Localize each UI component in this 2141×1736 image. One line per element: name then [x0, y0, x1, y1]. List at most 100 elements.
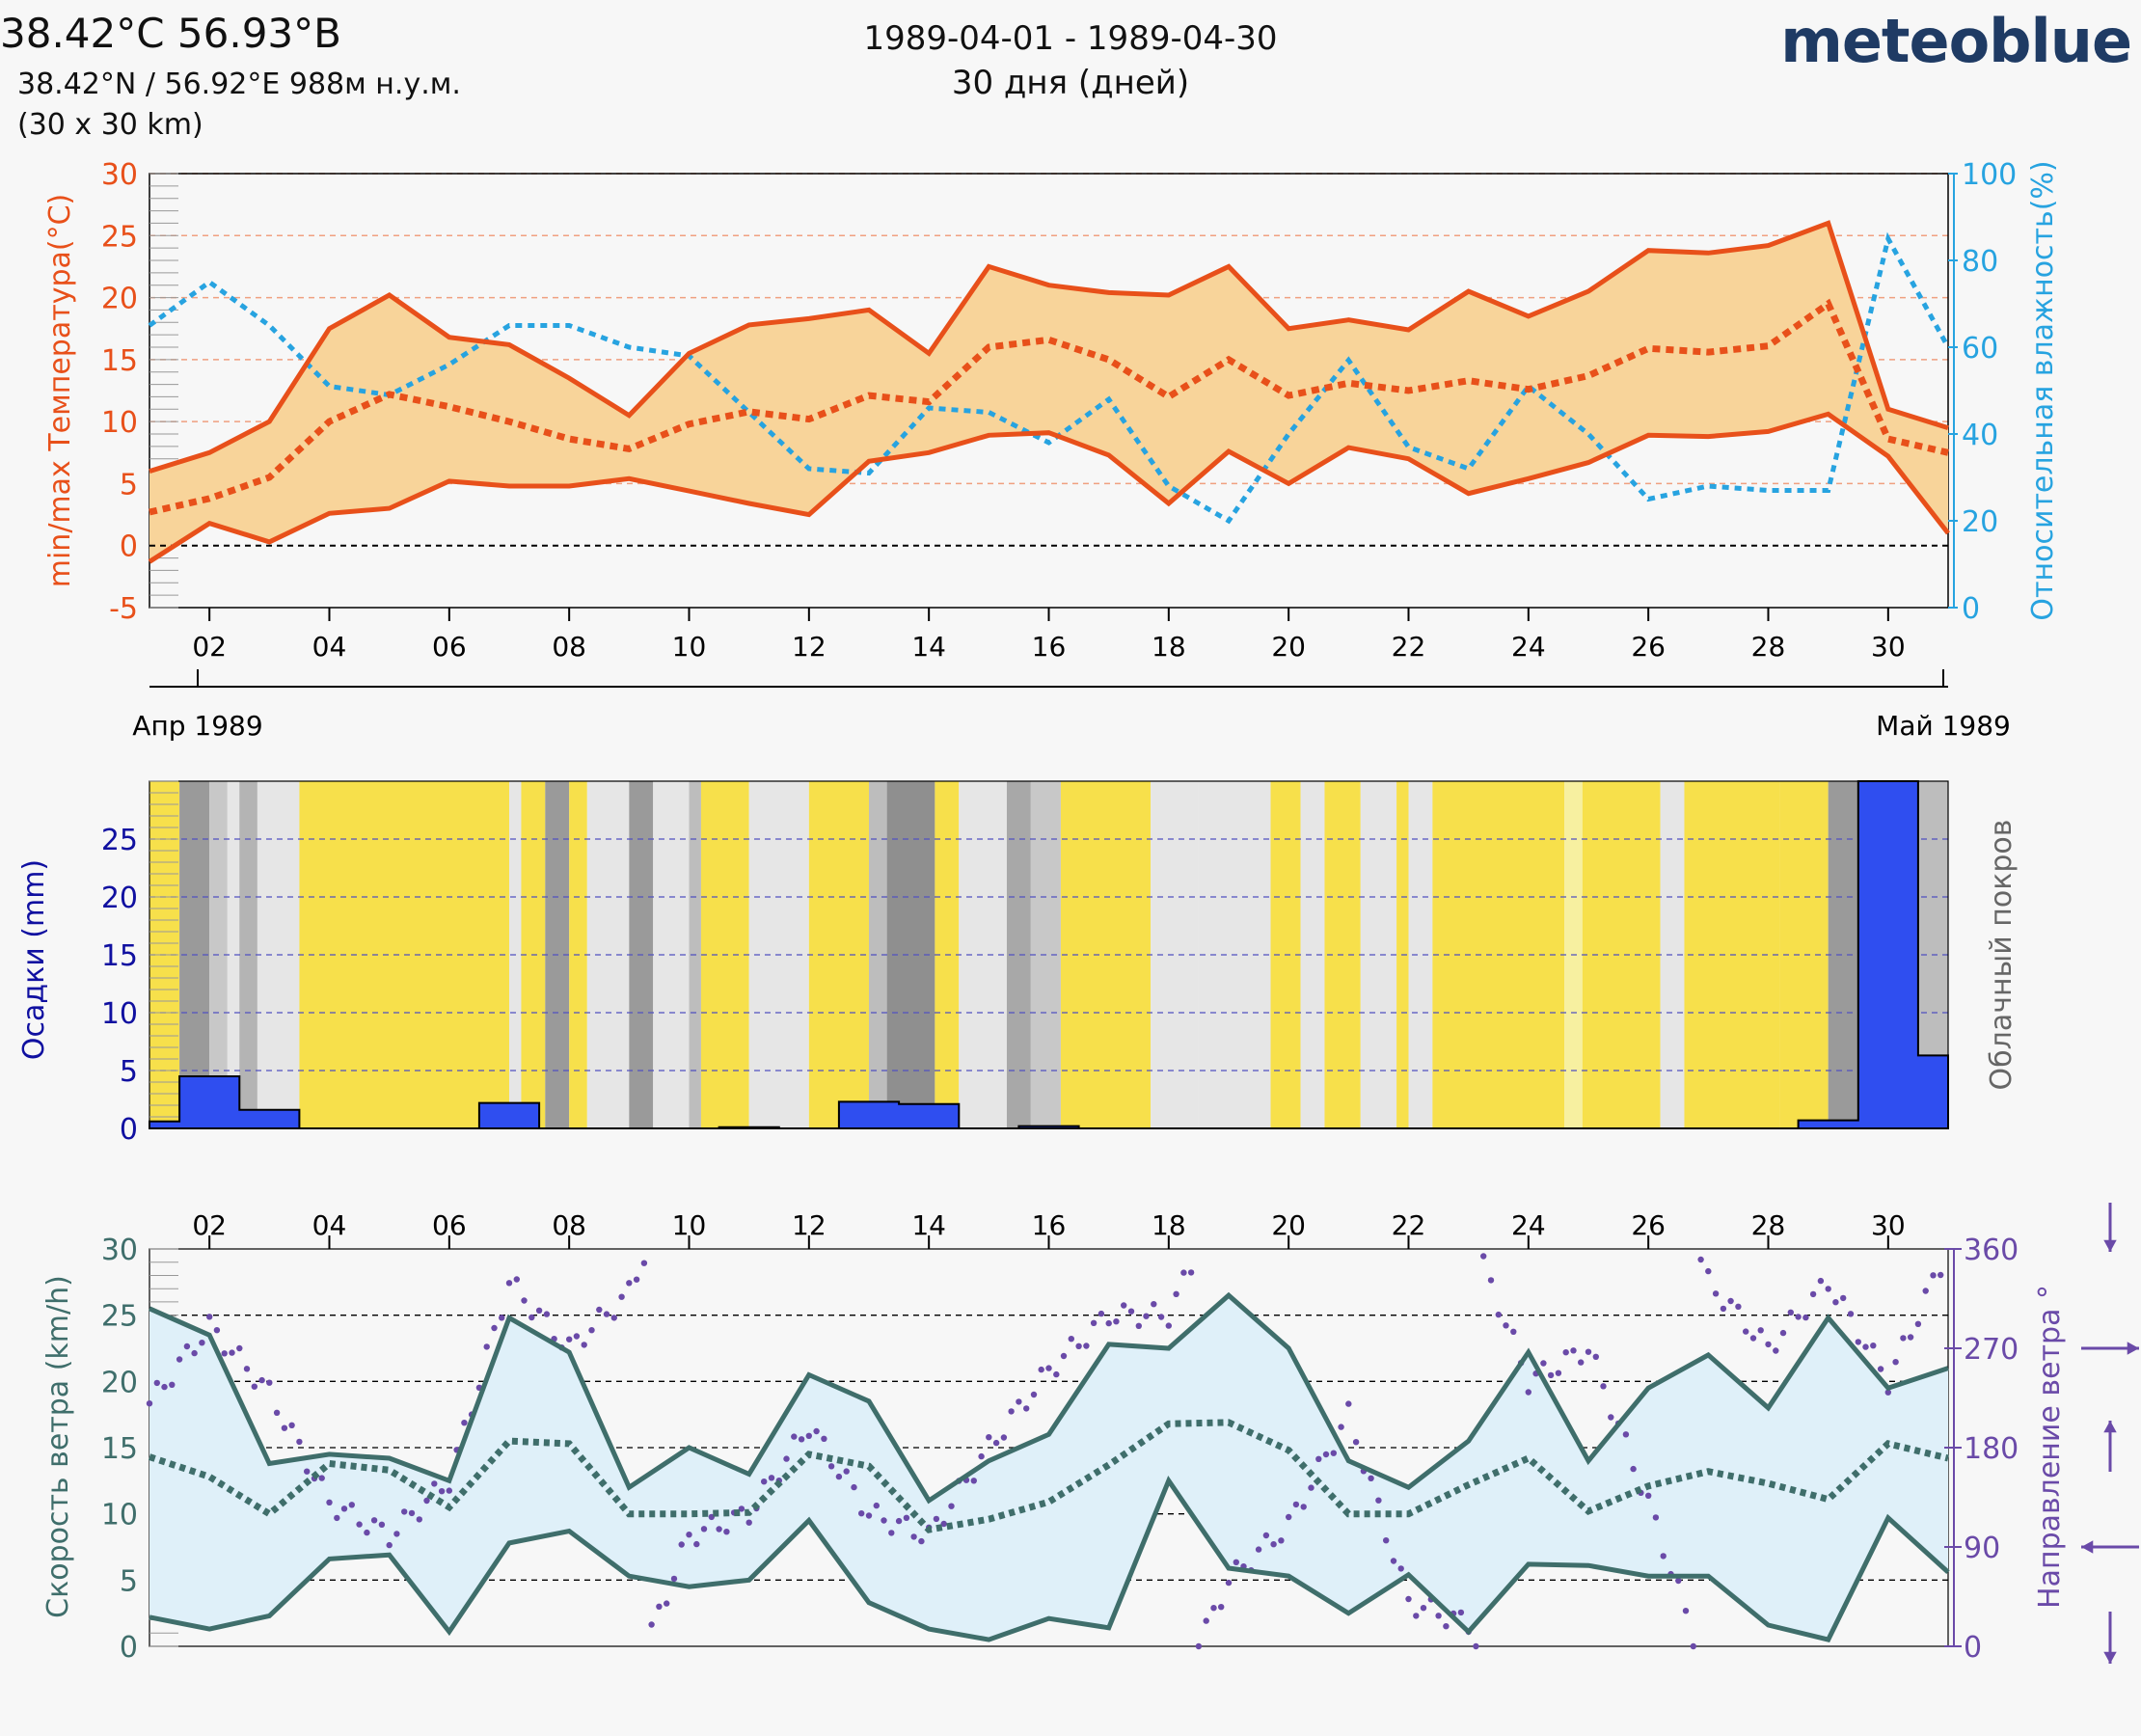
wind-direction-dot	[1578, 1359, 1585, 1366]
wind-direction-dot	[1255, 1546, 1262, 1553]
wind-direction-dot	[1338, 1424, 1344, 1430]
x-tick-label: 18	[1152, 631, 1186, 663]
wind-direction-dot	[1480, 1253, 1487, 1260]
wind-direction-dot	[858, 1510, 865, 1517]
wind-direction-dot	[483, 1343, 490, 1350]
x-tick-label: 08	[552, 631, 586, 663]
wind-direction-dot	[408, 1509, 416, 1517]
grid-resolution: (30 x 30 km)	[17, 108, 203, 142]
wind-direction-dot	[640, 1260, 648, 1266]
wind-direction-dot	[1877, 1366, 1884, 1372]
wind-direction-dot	[1547, 1371, 1555, 1379]
temperature-tick-label: 5	[120, 468, 138, 502]
wind-direction-dot	[1892, 1359, 1899, 1366]
x-tick-label: 16	[1032, 631, 1067, 663]
temperature-tick-label: 0	[120, 530, 138, 564]
wind-direction-dot	[1473, 1642, 1479, 1650]
wind-direction-dot	[1330, 1450, 1338, 1456]
wind-direction-dot	[827, 1463, 835, 1470]
wind-speed-tick-label: 25	[101, 1300, 138, 1334]
wind-direction-dot	[1630, 1465, 1637, 1473]
x-tick-label: 12	[792, 1209, 827, 1241]
wind-direction-dot	[596, 1306, 603, 1314]
x-tick-label: 14	[911, 1209, 946, 1241]
x-tick-label: 02	[192, 1209, 227, 1241]
wind-direction-dot	[933, 1515, 940, 1523]
wind-direction-dot	[356, 1521, 363, 1528]
precipitation-minor-ticks	[149, 780, 178, 1129]
meteoblue-logo[interactable]: meteoblue	[1780, 6, 2132, 76]
wind-direction-dot	[678, 1541, 685, 1548]
wind-direction-dot	[1705, 1267, 1712, 1275]
wind-direction-dot	[1262, 1532, 1270, 1539]
temperature-tick-label: 30	[101, 158, 138, 192]
month-label-end: Май 1989	[1876, 710, 2011, 742]
wind-panel: 02 04 06 08 10 12 14 16 18 20 22 24 26 28 30 30 25 20 15 1…	[41, 1203, 2139, 1665]
wind-direction-dot	[1390, 1558, 1397, 1564]
cloud-band	[1360, 781, 1397, 1128]
wind-direction-dot	[1930, 1272, 1937, 1279]
wind-direction-dot	[1173, 1290, 1179, 1298]
wind-direction-dot	[1884, 1389, 1892, 1396]
wind-direction-dot	[364, 1529, 370, 1536]
wind-direction-dot	[1053, 1370, 1060, 1378]
wind-direction-dot	[723, 1529, 730, 1535]
wind-direction-dot	[1779, 1329, 1787, 1337]
wind-direction-dot	[1907, 1334, 1914, 1341]
mean-wind-speed-line	[148, 1419, 1949, 1533]
x-tick-label: 22	[1392, 631, 1426, 663]
wind-direction-dots	[146, 1253, 1944, 1650]
wind-direction-dot	[296, 1438, 303, 1446]
wind-direction-dot	[304, 1468, 311, 1475]
wind-direction-dot	[161, 1383, 168, 1391]
wind-direction-dot	[1060, 1352, 1068, 1360]
wind-direction-dot	[1083, 1343, 1090, 1349]
wind-direction-dot	[243, 1366, 251, 1372]
x-tick-label: 24	[1511, 1209, 1546, 1241]
precipitation-axis-label: Осадки (mm)	[17, 859, 51, 1060]
wind-direction-dot	[1210, 1605, 1217, 1612]
wind-direction-dot	[1727, 1297, 1734, 1305]
wind-direction-dot	[1832, 1299, 1839, 1306]
wind-direction-dot	[1375, 1497, 1382, 1504]
wind-direction-dot	[664, 1600, 670, 1607]
wind-direction-dot	[1000, 1434, 1008, 1441]
x-tick-label: 28	[1751, 1209, 1786, 1241]
wind-direction-axis-label: Направление ветра °	[2033, 1285, 2067, 1609]
wind-direction-dot	[656, 1603, 663, 1611]
wind-direction-dot	[1180, 1269, 1187, 1276]
wind-direction-dot	[1127, 1308, 1135, 1315]
wind-direction-dot	[940, 1520, 947, 1528]
wind-direction-y-tick-labels: 360 270 180 90 0	[1944, 1234, 2019, 1665]
precipitation-y-tick-labels: 25 20 15 10 5 0	[101, 824, 138, 1147]
wind-direction-dot	[1495, 1311, 1503, 1318]
wind-direction-dot	[1443, 1623, 1450, 1630]
wind-direction-dot	[1795, 1314, 1802, 1320]
wind-direction-dot	[1749, 1335, 1757, 1342]
temperature-axis-label: min/max Температура(°C)	[43, 194, 77, 588]
wind-speed-axis-label: Скорость ветра (km/h)	[41, 1275, 75, 1618]
x-tick-label: 12	[792, 631, 827, 663]
wind-direction-dot	[1757, 1327, 1764, 1334]
wind-direction-dot	[258, 1376, 265, 1384]
wind-direction-dot	[1151, 1301, 1157, 1308]
east-arrow-head	[2081, 1540, 2094, 1554]
wind-direction-dot	[1840, 1294, 1847, 1302]
x-tick-label: 04	[312, 1209, 347, 1241]
wind-direction-dot	[281, 1424, 288, 1431]
wind-direction-dot	[1847, 1311, 1855, 1317]
wind-direction-dot	[1922, 1288, 1929, 1294]
humidity-tick-label: 20	[1962, 505, 1998, 539]
wind-direction-dot	[745, 1519, 752, 1526]
wind-direction-dot	[318, 1475, 325, 1481]
wind-direction-dot	[581, 1342, 587, 1348]
wind-speed-tick-label: 15	[101, 1432, 138, 1466]
wind-direction-dot	[873, 1502, 880, 1509]
x-tick-label: 06	[432, 631, 467, 663]
wind-direction-dot	[1187, 1269, 1195, 1276]
wind-direction-dot	[1165, 1322, 1173, 1329]
wind-direction-dot	[648, 1621, 655, 1628]
wind-direction-dot	[1675, 1577, 1682, 1585]
humidity-tick-label: 60	[1962, 332, 1998, 366]
x-tick-label: 26	[1631, 631, 1666, 663]
